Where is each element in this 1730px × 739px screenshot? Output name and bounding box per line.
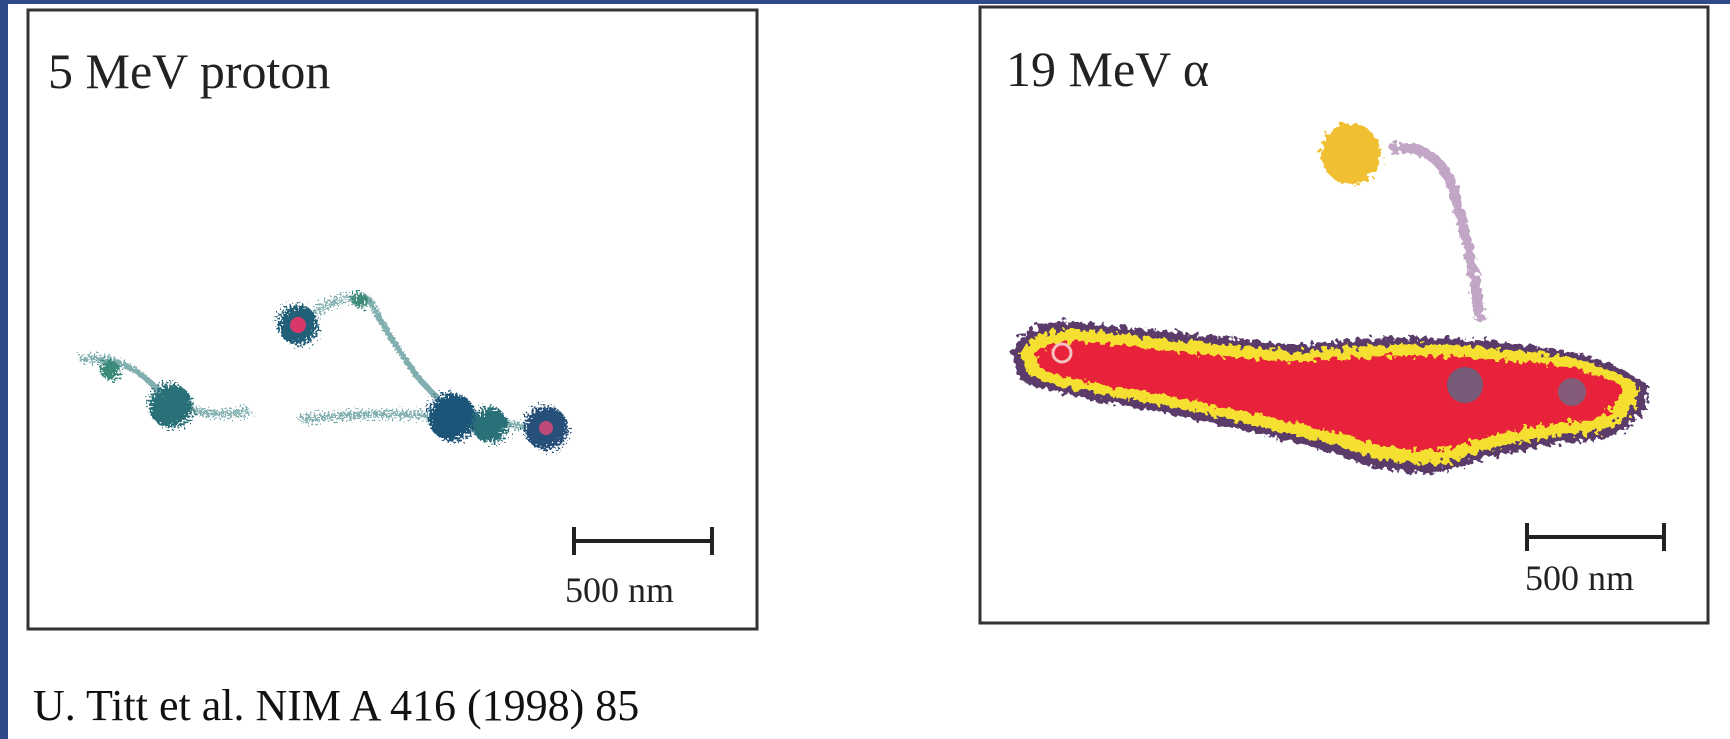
scale-bar bbox=[1525, 523, 1666, 551]
panel-frame bbox=[26, 8, 759, 631]
track-core bbox=[1051, 342, 1073, 364]
track-core bbox=[290, 317, 306, 333]
track-core bbox=[539, 421, 553, 435]
track-core bbox=[1558, 378, 1586, 406]
scale-bar-label: 500 nm bbox=[565, 570, 674, 610]
scale-bar bbox=[572, 527, 714, 555]
panel-label: 19 MeV α bbox=[1006, 41, 1209, 97]
scale-bar-label: 500 nm bbox=[1525, 558, 1634, 598]
track-core bbox=[1447, 367, 1483, 403]
slide-edge bbox=[0, 0, 8, 739]
panel-label: 5 MeV proton bbox=[48, 43, 330, 99]
slide-edge bbox=[0, 0, 1730, 4]
citation: U. Titt et al. NIM A 416 (1998) 85 bbox=[33, 681, 639, 730]
alpha-track bbox=[1012, 124, 1649, 473]
panel-frame bbox=[978, 5, 1710, 625]
